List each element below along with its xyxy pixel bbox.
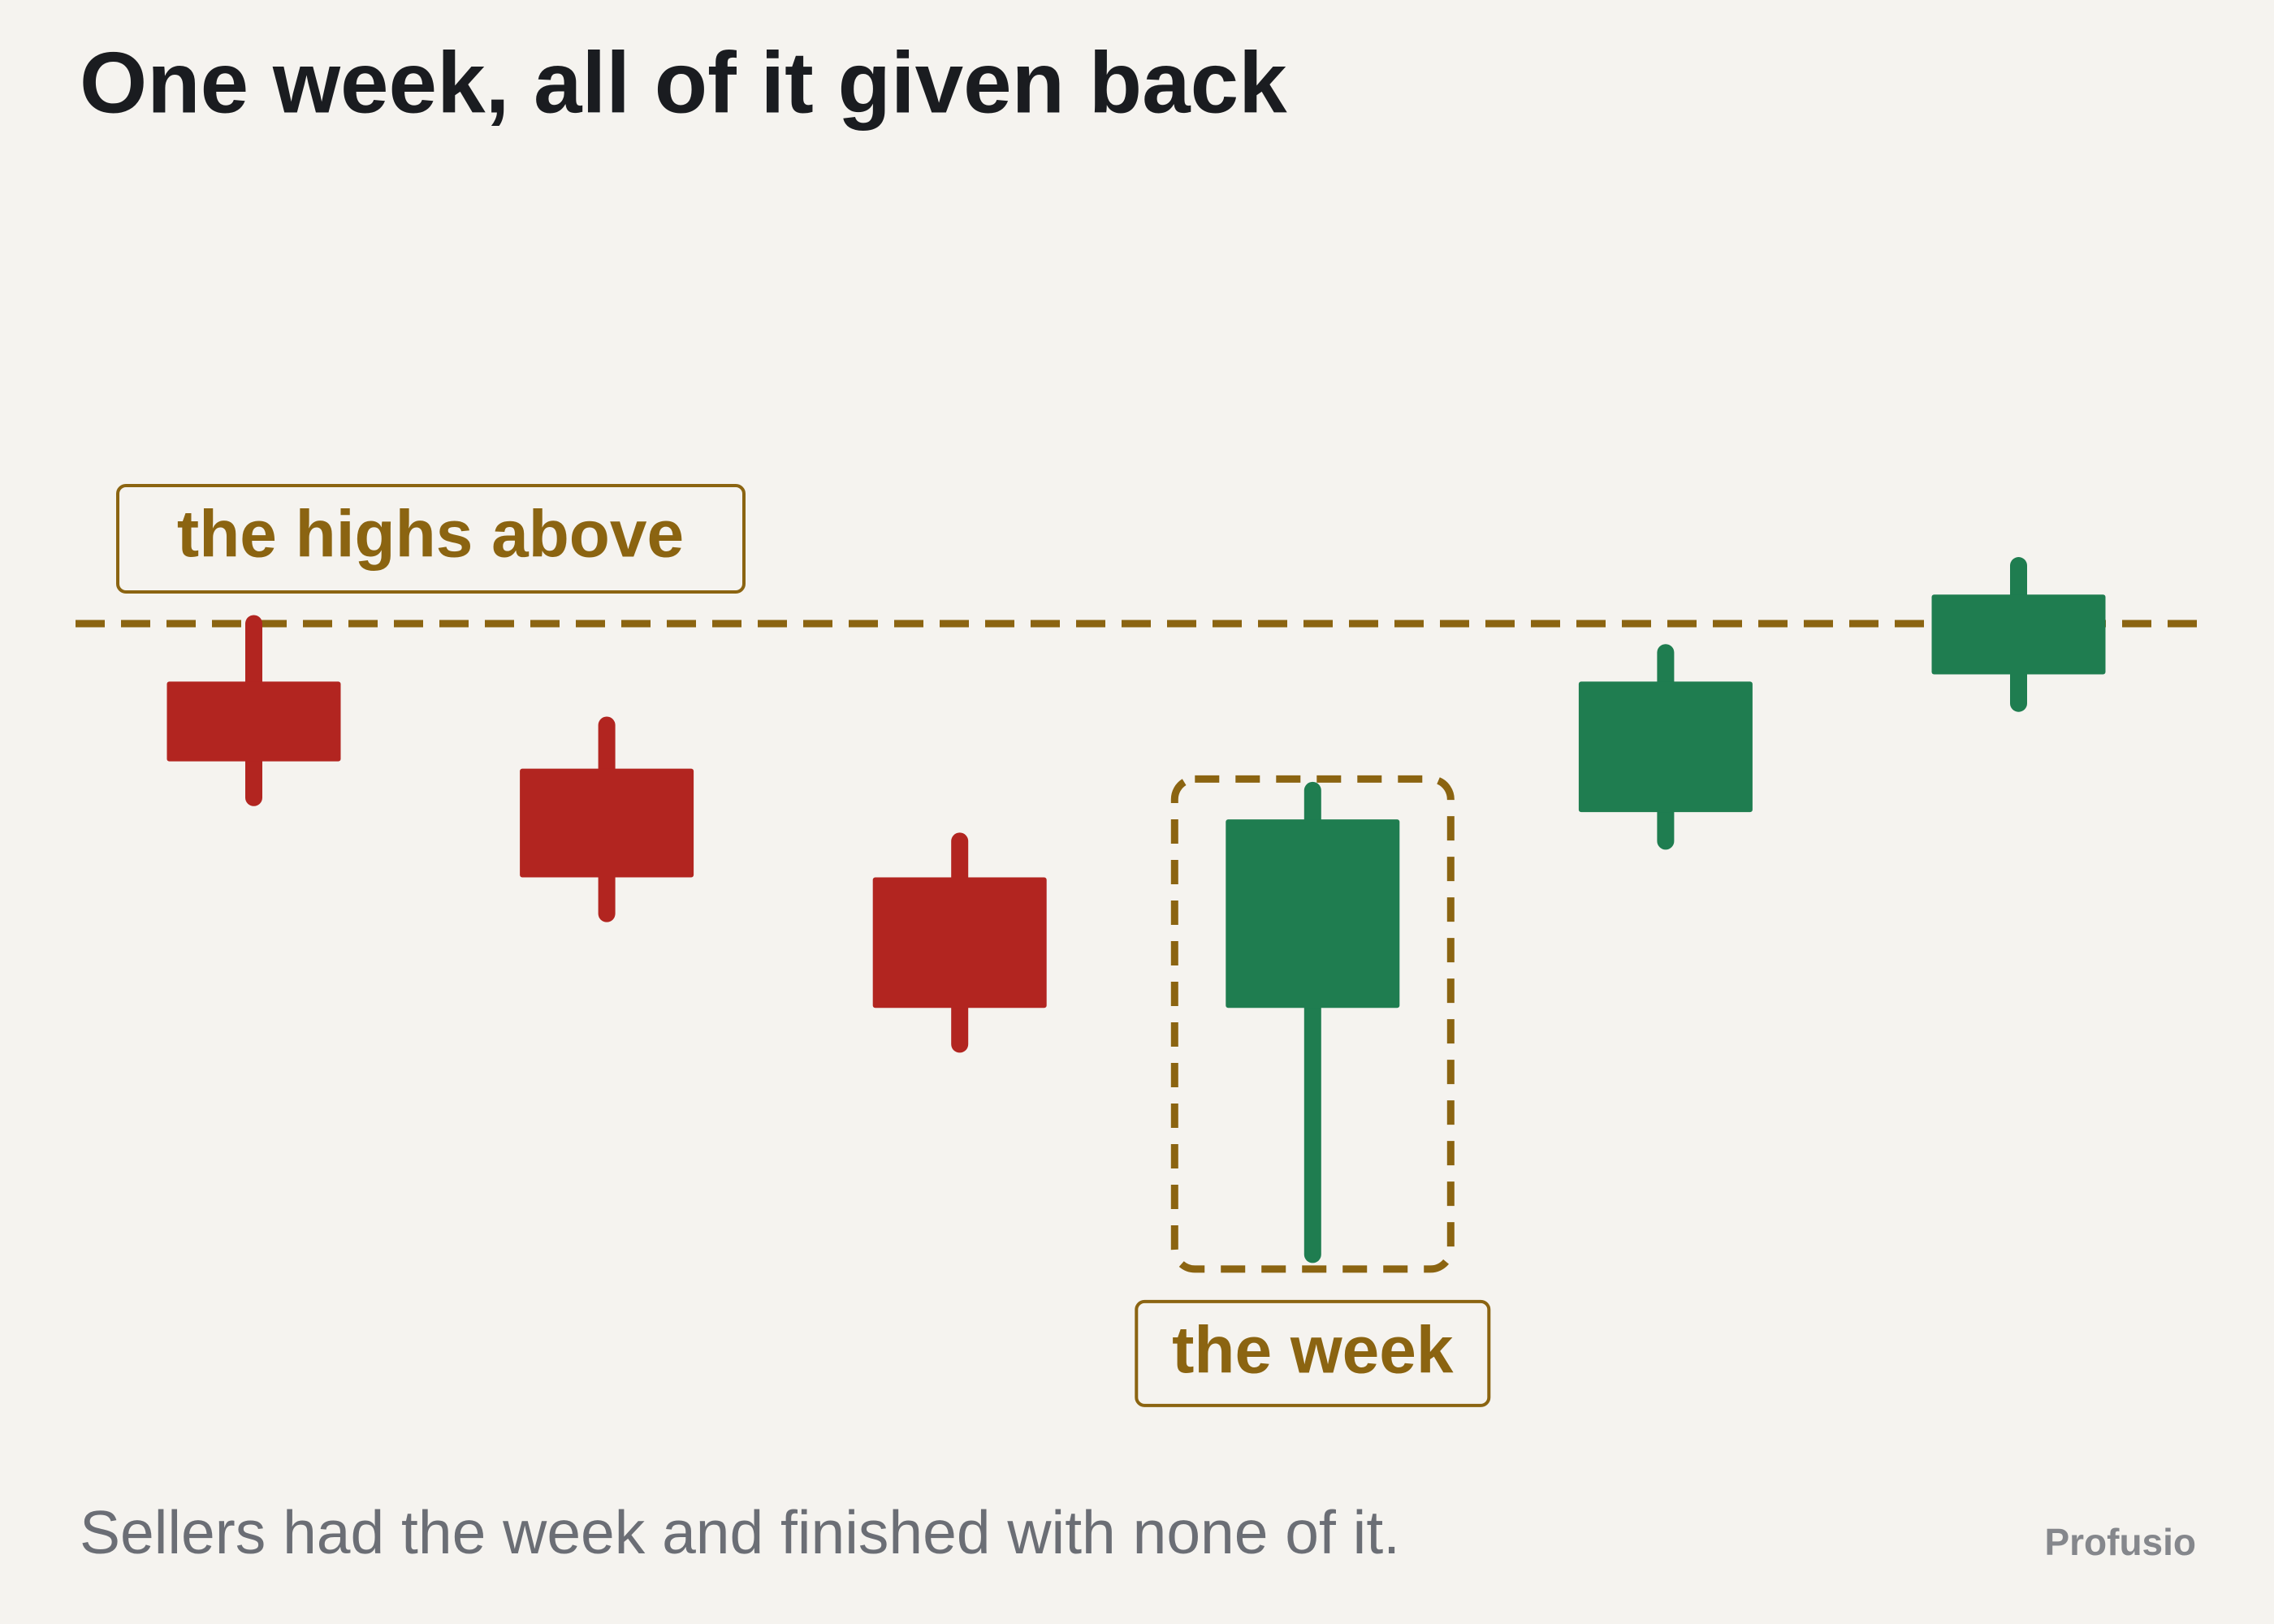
highlight-box: [1170, 775, 1455, 1273]
candle-body: [1226, 819, 1400, 1009]
candle-body: [166, 681, 341, 762]
chart-title: One week, all of it given back: [80, 33, 1287, 131]
candle-body: [520, 768, 694, 878]
source: Profusio: [2044, 1521, 2196, 1563]
highlight-label: the week: [1172, 1314, 1454, 1388]
candle-body: [1578, 681, 1753, 813]
reference-label-box: [116, 483, 746, 594]
caption: Sellers had the week and finished with n…: [80, 1498, 1400, 1566]
reference-label: the highs above: [177, 498, 684, 572]
highlight-label-box: [1135, 1299, 1491, 1407]
candle-body: [1931, 594, 2106, 675]
candle-body: [872, 877, 1047, 1009]
